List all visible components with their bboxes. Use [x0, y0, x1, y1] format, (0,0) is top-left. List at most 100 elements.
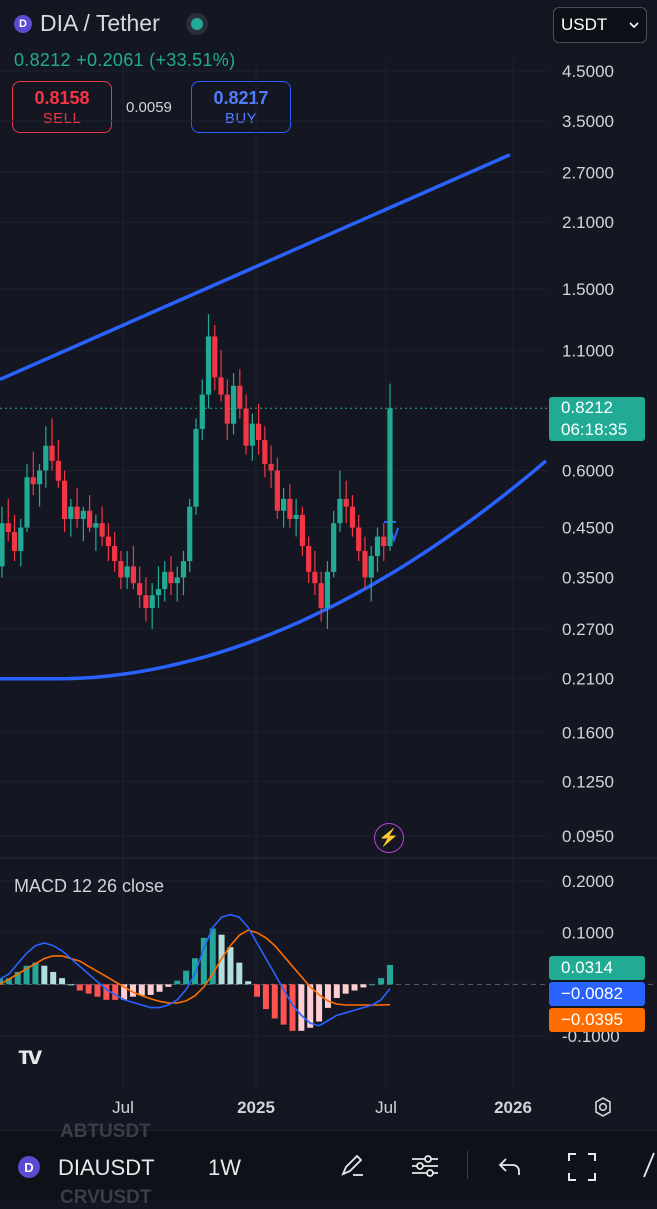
price-axis-label: 0.2100	[562, 670, 614, 689]
candle-body	[331, 523, 337, 572]
macd-axis-label: 0.1000	[562, 924, 614, 943]
candle-body	[68, 506, 74, 519]
candle-body	[205, 336, 212, 395]
price-axis-label: 1.1000	[562, 341, 614, 360]
candle-body	[306, 546, 312, 572]
candle-body	[30, 477, 36, 485]
symbol-button[interactable]: DIAUSDT	[58, 1155, 155, 1180]
candle-body	[318, 583, 324, 608]
current-price-value: 0.8212	[561, 398, 613, 417]
candle-body	[230, 385, 237, 424]
macd-histogram-bar	[5, 978, 12, 985]
macd-histogram-bar	[85, 984, 92, 994]
currency-value: USDT	[561, 15, 608, 34]
candle-body	[0, 523, 5, 567]
macd-histogram-bar	[138, 984, 145, 996]
spread-value: 0.0059	[126, 99, 172, 116]
price-axis-label: 0.3500	[562, 568, 614, 587]
price-axis-label: 0.1250	[562, 773, 614, 792]
ghost-symbol-bottom: CRVUSDT	[60, 1187, 152, 1208]
candle-body	[262, 439, 268, 465]
macd-pane[interactable]	[0, 913, 657, 1031]
price-axis-label: 0.2700	[562, 620, 614, 639]
candle-body	[43, 445, 49, 471]
macd-histogram-bar	[236, 962, 243, 985]
bottom-toolbar: ABTUSDT CRVUSDT D DIAUSDT 1W	[0, 1121, 657, 1208]
candle-body	[87, 510, 93, 528]
sell-button[interactable]: 0.8158 SELL	[12, 81, 112, 133]
macd-histogram-tag: 0.0314	[549, 956, 645, 980]
candle-body	[80, 510, 86, 519]
candle-body	[237, 385, 243, 409]
candle-body	[312, 571, 318, 584]
price-axis-label: 3.5000	[562, 112, 614, 131]
macd-histogram-bar	[103, 984, 110, 1000]
bar-countdown: 06:18:35	[561, 420, 628, 439]
candle-body	[287, 498, 293, 519]
macd-title[interactable]: MACD 12 26 close	[14, 876, 165, 896]
candle-body	[243, 408, 249, 446]
price-chart[interactable]: 4.5000 3.5000 2.7000 2.1000 1.5000 1.1000 0.60…	[0, 0, 657, 1130]
chart-axes: 4.5000 3.5000 2.7000 2.1000 1.5000 1.1000 0.60…	[112, 62, 620, 1117]
macd-histogram-bar	[360, 984, 367, 988]
price-axis-label: 0.0950	[562, 827, 614, 846]
candle-body	[293, 514, 299, 519]
macd-histogram-bar	[333, 984, 340, 998]
trendlines[interactable]	[0, 153, 548, 681]
candle-body	[356, 527, 362, 551]
candle-body	[11, 532, 18, 551]
drawing-pen-icon[interactable]	[338, 1151, 366, 1185]
ghost-symbol-top: ABTUSDT	[60, 1121, 151, 1142]
fullscreen-icon[interactable]	[566, 1151, 598, 1189]
candle-body	[155, 589, 162, 596]
candle-body	[99, 523, 105, 537]
buy-label: BUY	[224, 110, 258, 127]
settings-icon[interactable]	[592, 1096, 614, 1123]
price-axis-label: 2.7000	[562, 163, 614, 182]
macd-histogram-bar	[369, 984, 376, 986]
macd-histogram-bar	[23, 965, 30, 985]
last-price: 0.8212	[14, 50, 71, 70]
candle-body	[137, 583, 143, 596]
candle-body	[149, 595, 155, 608]
macd-histogram-bar	[59, 978, 66, 985]
more-tools-icon[interactable]	[638, 1149, 657, 1187]
macd-histogram-bar	[262, 984, 269, 1010]
candle-body	[5, 523, 11, 533]
candle-body	[74, 506, 80, 519]
buy-button[interactable]: 0.8217 BUY	[191, 81, 291, 133]
macd-histogram-bar	[378, 978, 385, 985]
time-axis-label: Jul	[375, 1098, 397, 1117]
macd-histogram-bar	[209, 928, 216, 985]
toolbar-divider	[467, 1151, 468, 1179]
macd-histogram-bar	[289, 984, 296, 1031]
currency-select[interactable]: USDT	[553, 7, 647, 43]
undo-icon[interactable]	[497, 1155, 523, 1183]
symbol-header[interactable]: D DIA / Tether	[14, 10, 208, 37]
change-pct: (+33.51%)	[149, 50, 236, 70]
macd-histogram-bar	[0, 978, 3, 985]
macd-histogram-bar	[156, 984, 163, 992]
upper-trendline	[0, 153, 511, 382]
candles[interactable]	[0, 314, 393, 629]
price-axis-label: 0.6000	[562, 462, 614, 481]
candle-body	[337, 498, 343, 524]
interval-button[interactable]: 1W	[208, 1155, 241, 1180]
candle-body	[187, 506, 193, 562]
candle-body	[93, 523, 99, 528]
macd-histogram-bar	[192, 958, 198, 985]
current-price-tag: 0.8212 06:18:35	[549, 397, 645, 441]
time-axis-label: Jul	[112, 1098, 134, 1117]
price-axis-label: 0.4500	[562, 519, 614, 538]
candle-body	[162, 571, 168, 590]
chevron-down-icon	[629, 22, 639, 29]
macd-line-tag: −0.0082	[549, 982, 645, 1006]
indicator-settings-icon[interactable]	[410, 1153, 440, 1185]
candle-body	[218, 377, 224, 395]
macd-histogram-bar	[50, 971, 57, 985]
price-axis-label: 2.1000	[562, 213, 614, 232]
macd-histogram-bar	[200, 937, 207, 985]
lightning-icon[interactable]: ⚡	[374, 823, 404, 853]
candle-body	[193, 428, 199, 507]
candle-body	[374, 536, 381, 556]
